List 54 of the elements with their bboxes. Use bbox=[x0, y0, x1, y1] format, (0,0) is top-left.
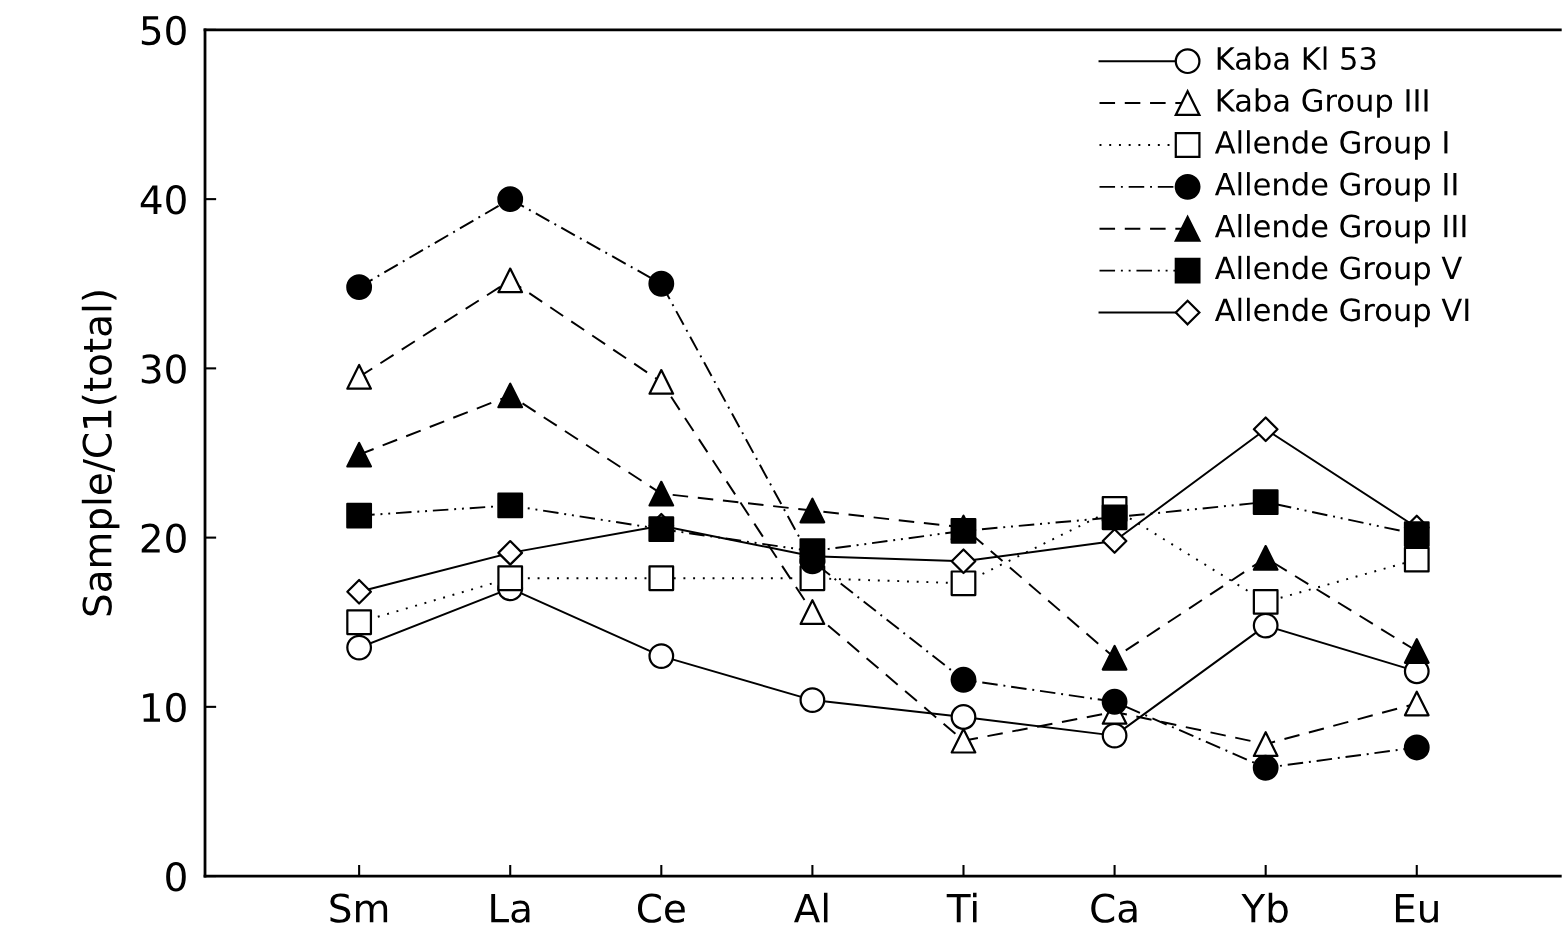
point bbox=[497, 382, 524, 409]
point bbox=[346, 578, 373, 605]
point bbox=[346, 502, 373, 529]
point bbox=[346, 363, 373, 390]
legend-label: Allende Group III bbox=[1214, 213, 1466, 244]
point bbox=[1252, 545, 1279, 571]
point bbox=[1252, 489, 1279, 515]
point bbox=[497, 539, 524, 566]
point bbox=[648, 516, 675, 543]
legend-label: Allende Group II bbox=[1214, 172, 1457, 202]
legend-label: Kaba Group III bbox=[1217, 88, 1428, 118]
point bbox=[1403, 521, 1430, 548]
point bbox=[799, 497, 826, 524]
point bbox=[1403, 638, 1430, 664]
point bbox=[648, 368, 675, 395]
point bbox=[346, 441, 373, 468]
point bbox=[1403, 546, 1430, 573]
x-tick-label: Al bbox=[794, 892, 828, 923]
x-tick-label: La bbox=[491, 893, 530, 923]
legend-label: Kaba Kl 53 bbox=[1217, 46, 1376, 71]
x-tick-label: Ca bbox=[1091, 893, 1137, 923]
point bbox=[497, 267, 524, 294]
y-tick-label: 40 bbox=[140, 185, 186, 215]
point bbox=[497, 565, 524, 592]
point bbox=[346, 609, 373, 636]
point bbox=[648, 480, 675, 507]
point bbox=[1252, 416, 1279, 443]
point bbox=[1252, 589, 1279, 615]
point bbox=[950, 727, 977, 754]
x-tick-label: Ce bbox=[637, 893, 685, 923]
legend-label: Allende Group I bbox=[1214, 130, 1448, 160]
point bbox=[799, 538, 826, 565]
point bbox=[1403, 690, 1430, 717]
point bbox=[950, 548, 977, 575]
y-tick-label: 10 bbox=[143, 692, 186, 723]
x-tick-label: Yb bbox=[1241, 892, 1288, 923]
x-tick-label: Sm bbox=[330, 893, 388, 923]
y-tick-label: 20 bbox=[141, 523, 186, 553]
point bbox=[1101, 528, 1128, 554]
y-tick-label: 0 bbox=[166, 862, 186, 892]
point bbox=[1101, 644, 1128, 671]
point bbox=[799, 599, 826, 625]
y-tick-label: 50 bbox=[141, 15, 186, 46]
legend-label: Allende Group VI bbox=[1214, 297, 1469, 328]
point bbox=[1252, 731, 1279, 757]
x-tick-label: Eu bbox=[1395, 893, 1438, 923]
x-tick-label: Ti bbox=[946, 892, 977, 923]
y-tick-label: 30 bbox=[141, 354, 186, 384]
point bbox=[950, 570, 977, 597]
y-axis-title: Sample/C1(total) bbox=[81, 291, 120, 616]
point bbox=[648, 565, 675, 592]
point bbox=[1101, 504, 1128, 531]
point bbox=[497, 492, 524, 519]
legend-label: Allende Group V bbox=[1214, 255, 1463, 286]
